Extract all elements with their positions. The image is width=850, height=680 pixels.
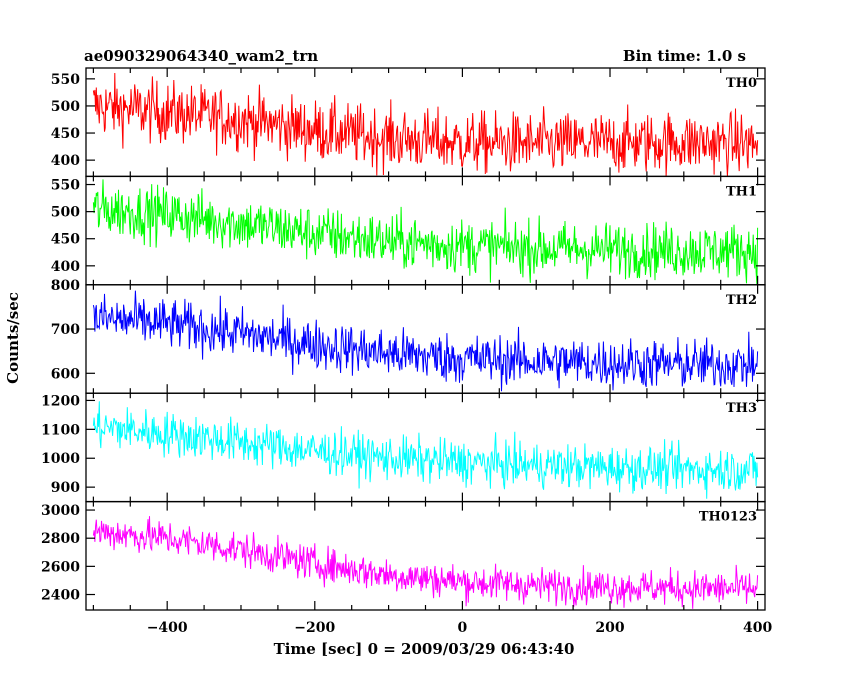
y-tick-label: 2600 [41, 559, 80, 575]
panel-label-th3: TH3 [726, 401, 757, 416]
y-tick-label: 2800 [41, 531, 80, 547]
y-axis-label: Counts/sec [4, 292, 22, 384]
series-line-th2 [92, 290, 759, 392]
y-tick-label: 550 [51, 72, 80, 88]
series-line-th0 [92, 72, 759, 177]
x-tick-label: 400 [743, 620, 772, 636]
bin-time-label: Bin time: 1.0 s [623, 47, 746, 65]
y-tick-label: 1200 [41, 393, 80, 409]
y-tick-label: 2400 [41, 588, 80, 604]
y-tick-label: 550 [51, 178, 80, 194]
panel-label-th0: TH0 [726, 76, 757, 91]
y-tick-label: 500 [51, 99, 80, 115]
x-tick-label: 200 [595, 620, 624, 636]
y-tick-label: 600 [51, 366, 80, 382]
panel-frame-th2 [85, 284, 766, 394]
y-tick-label: 700 [51, 322, 80, 338]
chart-title: ae090329064340_wam2_trn [84, 47, 318, 65]
panel-frame-th0123 [85, 500, 766, 611]
x-tick-label: −200 [294, 620, 335, 636]
panel-label-th2: TH2 [726, 293, 757, 308]
y-tick-label: 400 [51, 259, 80, 275]
y-tick-label: 800 [51, 278, 80, 294]
series-line-th3 [92, 401, 759, 499]
y-tick-label: 1100 [41, 422, 80, 438]
y-tick-label: 1000 [41, 451, 80, 467]
panels-group: 400 450 500 550 TH0 400 450 500 550 TH1 600 700 800 T… [41, 67, 772, 636]
y-tick-label: 450 [51, 126, 80, 142]
x-tick-label: −400 [147, 620, 188, 636]
y-tick-label: 3000 [41, 503, 80, 519]
series-line-th0123 [92, 516, 759, 609]
x-axis-label: Time [sec] 0 = 2009/03/29 06:43:40 [274, 640, 575, 658]
y-tick-label: 400 [51, 153, 80, 169]
y-tick-label: 500 [51, 205, 80, 221]
panel-label-th1: TH1 [726, 184, 757, 199]
panel-label-th0123: TH0123 [699, 510, 757, 525]
y-tick-label: 450 [51, 232, 80, 248]
series-line-th1 [92, 179, 759, 285]
y-tick-label: 900 [51, 480, 80, 496]
x-tick-label: 0 [458, 620, 468, 636]
